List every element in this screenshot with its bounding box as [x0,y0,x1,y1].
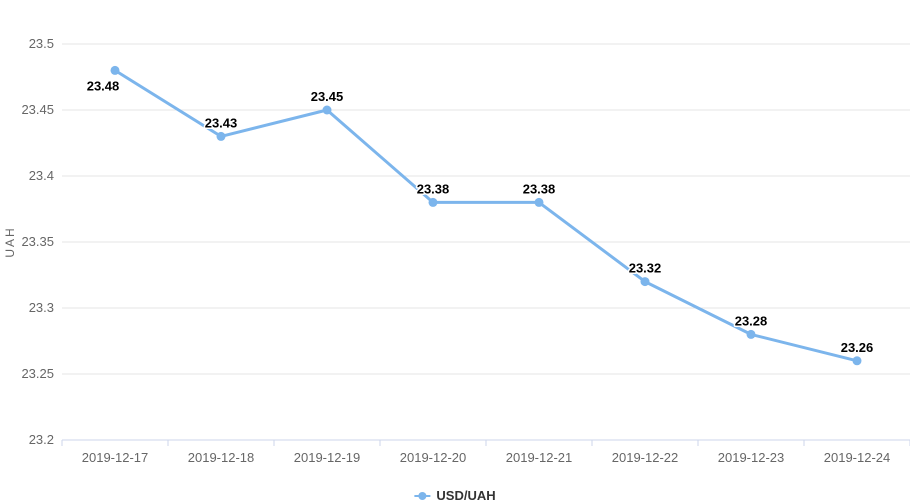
data-point-label: 23.43 [205,115,238,130]
data-point-marker[interactable] [746,329,756,339]
legend-line-marker-icon [414,491,431,500]
x-tick-label: 2019-12-24 [824,450,891,465]
x-tick-label: 2019-12-20 [400,450,467,465]
data-point-label: 23.26 [841,340,874,355]
data-point-label: 23.45 [311,89,344,104]
x-tick-label: 2019-12-23 [718,450,785,465]
y-tick-label: 23.35 [21,234,54,249]
data-point-label: 23.32 [629,261,662,276]
x-tick-label: 2019-12-17 [82,450,149,465]
data-point-marker[interactable] [110,65,120,75]
y-tick-label: 23.4 [29,168,54,183]
data-point-marker[interactable] [322,105,332,115]
y-tick-label: 23.5 [29,36,54,51]
y-tick-label: 23.25 [21,366,54,381]
y-axis-title: UAH [3,226,17,257]
legend-marker-dot [418,491,427,500]
data-point-label: 23.38 [417,181,450,196]
y-tick-label: 23.45 [21,102,54,117]
x-tick-label: 2019-12-19 [294,450,361,465]
data-point-marker[interactable] [428,197,438,207]
data-point-marker[interactable] [852,356,862,366]
data-point-label: 23.28 [735,313,768,328]
data-point-label: 23.38 [523,181,556,196]
x-tick-label: 2019-12-21 [506,450,573,465]
x-tick-label: 2019-12-22 [612,450,679,465]
y-tick-label: 23.3 [29,300,54,315]
legend-item-usd-uah[interactable]: USD/UAH [414,488,496,500]
y-tick-label: 23.2 [29,432,54,447]
x-tick-label: 2019-12-18 [188,450,255,465]
data-point-marker[interactable] [534,197,544,207]
legend-label: USD/UAH [436,488,496,500]
data-point-marker[interactable] [640,277,650,287]
data-point-marker[interactable] [216,131,226,141]
data-point-label: 23.48 [87,78,120,93]
series-line-usd-uah [113,68,859,363]
